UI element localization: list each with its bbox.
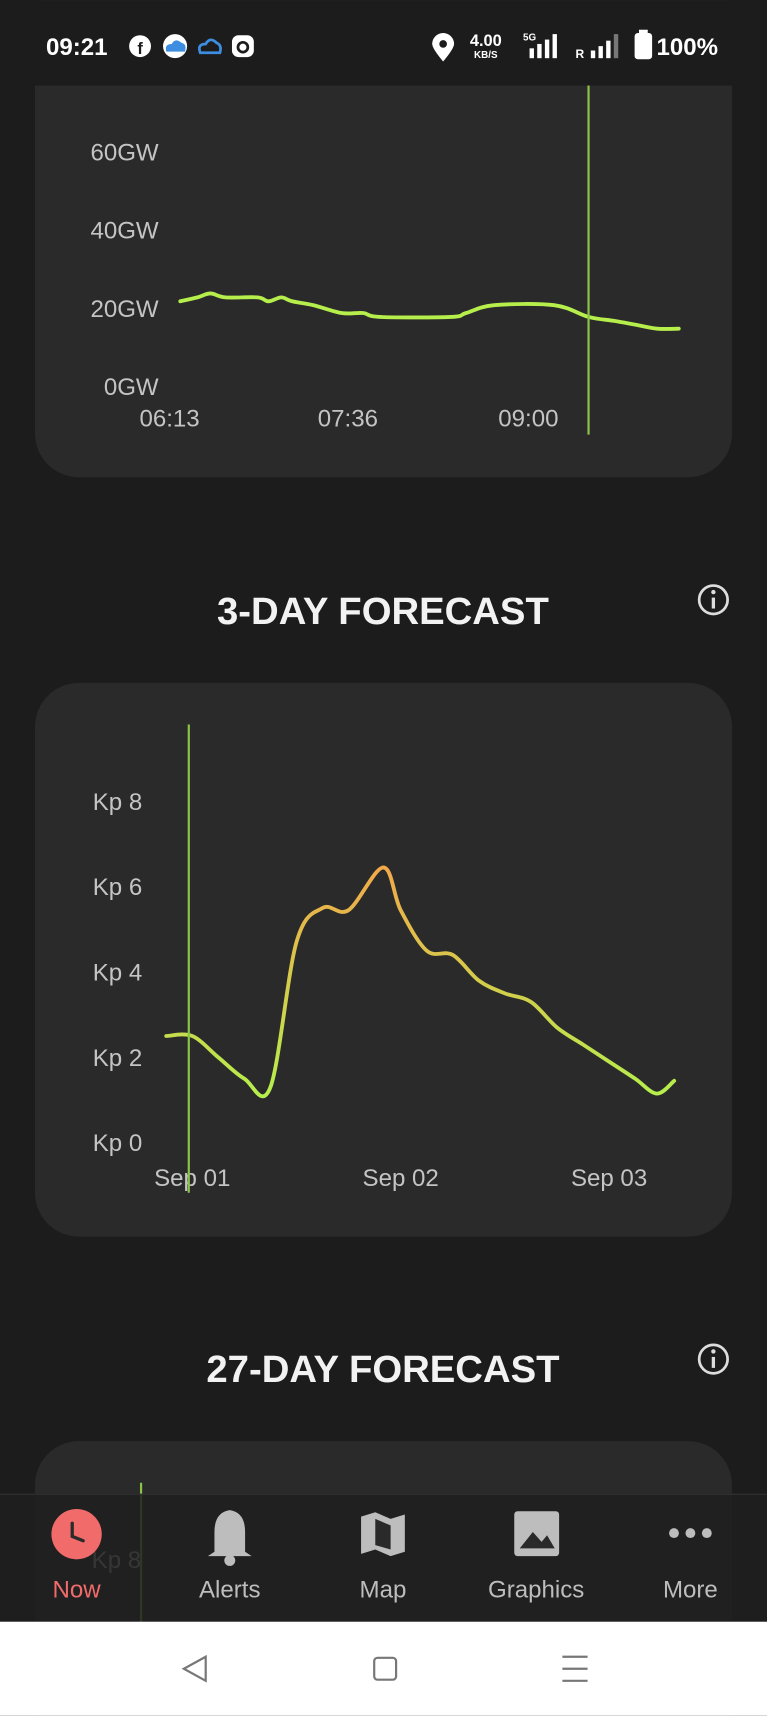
data-line [164,865,677,1099]
nav-more[interactable]: More [663,1528,718,1604]
y-tick-label: 60GW [90,139,158,166]
x-tick-label: Sep 03 [571,1165,647,1192]
x-tick-label: 06:13 [139,406,199,433]
kp-chart: Kp 0 Kp 2 Kp 4 Kp 6 Kp 8 Sep 01 Sep 02 Sep 03 [93,724,677,1193]
section-title: 3-DAY FORECAST [217,590,549,633]
back-button[interactable] [181,1654,207,1683]
nav-graphics[interactable]: Graphics [488,1511,584,1604]
nav-map[interactable]: Map [360,1512,407,1604]
y-tick-label: Kp 2 [93,1045,142,1072]
nav-label: Alerts [199,1577,261,1604]
y-tick-label: 80GW [90,61,158,88]
x-tick-label: 09:00 [498,406,558,433]
clock: 09:21 [46,34,108,61]
y-tick-label: 0GW [104,374,159,401]
speed: 4.00 [470,32,502,50]
info-button[interactable] [697,1343,729,1375]
nav-label: Map [360,1577,407,1604]
speed-unit: KB/S [474,50,498,61]
x-tick-label: Sep 02 [363,1165,439,1192]
nav-label: Now [53,1577,102,1604]
info-button[interactable] [697,584,729,616]
network: 5G [523,33,536,44]
roaming: R [576,47,585,61]
battery: 100% [656,34,718,61]
bottom-nav: Now Alerts Map Graphics More [0,1493,767,1622]
menu-button[interactable] [562,1655,588,1682]
svg-text:f: f [137,40,143,58]
y-tick-label: Kp 6 [93,874,142,901]
card [35,0,732,478]
section-title: 27-DAY FORECAST [206,1348,559,1391]
x-tick-label: 07:36 [318,406,378,433]
nav-label: Graphics [488,1577,584,1604]
data-line [178,291,681,331]
y-tick-label: Kp 0 [93,1130,142,1157]
x-tick-label: Sep 01 [154,1165,230,1192]
card [35,682,732,1237]
status-bar: 09:21 f 4.00 KB/S 5G R 100% [0,0,767,86]
nav-label: More [663,1577,718,1604]
home-button[interactable] [373,1656,398,1681]
y-tick-label: Kp 8 [93,789,142,816]
nav-now[interactable]: Now [51,1509,102,1604]
system-nav [0,1621,767,1716]
y-tick-label: 40GW [90,218,158,245]
nav-alerts[interactable]: Alerts [199,1510,261,1604]
y-tick-label: Kp 4 [93,960,142,987]
power-chart: 0GW 20GW 40GW 60GW 80GW 06:13 07:36 09:00 [90,61,681,435]
y-tick-label: 20GW [90,296,158,323]
